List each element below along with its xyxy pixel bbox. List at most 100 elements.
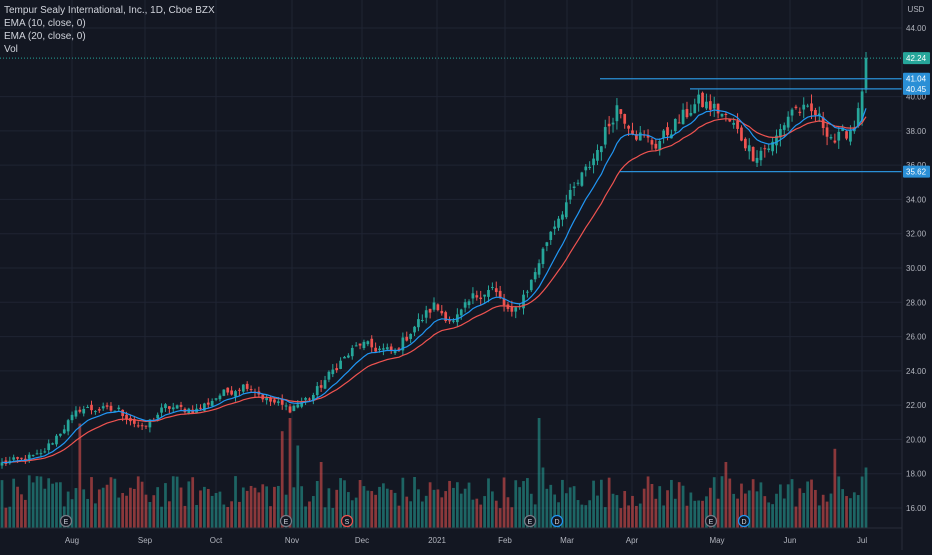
event-marker-e[interactable]: E xyxy=(279,514,293,528)
candle-body xyxy=(94,411,97,413)
candle-body xyxy=(631,130,634,135)
ema20-indicator-label[interactable]: EMA (20, close, 0) xyxy=(4,31,86,42)
volume-bar xyxy=(218,491,222,528)
candle-body xyxy=(319,385,323,388)
candle-body xyxy=(759,150,763,161)
volume-bar xyxy=(806,481,809,528)
volume-bar xyxy=(658,486,662,528)
ema10-indicator-label[interactable]: EMA (10, close, 0) xyxy=(4,18,86,29)
event-marker-e[interactable]: E xyxy=(704,514,718,528)
volume-bar xyxy=(502,477,506,528)
candle-body xyxy=(537,263,541,275)
event-marker-e[interactable]: E xyxy=(523,514,537,528)
candle-body xyxy=(276,401,280,403)
volume-bar xyxy=(167,501,171,528)
ema20-line xyxy=(1,116,867,464)
volume-bar xyxy=(693,500,697,528)
candle-body xyxy=(86,407,89,409)
symbol-title[interactable]: Tempur Sealy International, Inc., 1D, Cb… xyxy=(4,5,215,16)
volume-bar xyxy=(39,476,43,528)
volume-bar xyxy=(129,487,132,528)
candle-body xyxy=(121,409,125,417)
candle-body xyxy=(156,414,160,419)
candle-body xyxy=(308,398,311,400)
volume-bar xyxy=(864,467,868,528)
volume-bar xyxy=(417,489,420,528)
volume-bar xyxy=(105,484,109,528)
price-tick-label: 44.00 xyxy=(906,24,927,33)
volume-bar xyxy=(494,500,498,528)
volume-bar xyxy=(510,507,514,528)
price-tick-label: 32.00 xyxy=(906,230,927,239)
candle-body xyxy=(393,350,397,354)
volume-bar xyxy=(284,494,288,528)
candle-body xyxy=(97,409,101,411)
candle-body xyxy=(59,433,62,436)
event-marker-s[interactable]: S xyxy=(340,514,354,528)
candle-body xyxy=(125,414,128,420)
volume-bar xyxy=(171,476,175,528)
time-tick-label: Jun xyxy=(784,536,797,545)
candle-body xyxy=(109,405,113,411)
volume-bar xyxy=(436,489,440,528)
volume-bar xyxy=(164,483,167,528)
candle-body xyxy=(798,111,802,114)
candle-body xyxy=(802,104,806,110)
volume-bar xyxy=(825,501,829,528)
volume-bar xyxy=(572,486,576,528)
volume-bar xyxy=(140,481,144,528)
candle-body xyxy=(561,214,564,220)
volume-bar xyxy=(397,505,401,528)
volume-bar xyxy=(195,504,198,528)
volume-indicator-label[interactable]: Vol xyxy=(4,44,18,55)
volume-bar xyxy=(580,504,584,528)
candle-body xyxy=(366,341,370,345)
volume-bar xyxy=(650,484,654,528)
time-axis[interactable]: Aug Sep Oct Nov Dec 2021 Feb Mar Apr May Jun Jul xyxy=(0,527,902,545)
volume-bar xyxy=(685,505,689,528)
price-tick-label: 30.00 xyxy=(906,264,927,273)
volume-bar xyxy=(358,480,362,528)
price-tick-label: 24.00 xyxy=(906,367,927,376)
candle-body xyxy=(782,125,786,130)
volume-bar xyxy=(459,493,463,528)
event-marker-d[interactable]: D xyxy=(550,514,564,528)
candle-body xyxy=(39,453,43,455)
candle-body xyxy=(203,403,206,411)
volume-bar xyxy=(514,480,518,528)
candle-body xyxy=(210,400,214,406)
volume-bar xyxy=(771,504,774,528)
volume-bar xyxy=(529,493,533,528)
candle-body xyxy=(841,128,845,131)
candle-body xyxy=(440,310,444,314)
volume-bar xyxy=(526,478,529,528)
volume-bar xyxy=(642,488,646,528)
time-tick-label: Dec xyxy=(355,536,369,545)
candle-body xyxy=(510,306,514,312)
volume-bar xyxy=(55,482,58,528)
candle-body xyxy=(697,94,701,104)
horizontal-levels xyxy=(0,57,902,173)
candle-body xyxy=(596,150,599,161)
candle-body xyxy=(673,118,677,132)
candle-body xyxy=(623,114,627,124)
volume-bar xyxy=(27,475,31,528)
svg-text:S: S xyxy=(345,519,350,526)
event-marker-d[interactable]: D xyxy=(737,514,751,528)
event-marker-e[interactable]: E xyxy=(59,514,73,528)
volume-bar xyxy=(148,501,152,528)
volume-bar xyxy=(743,493,747,528)
candle-body xyxy=(140,425,144,427)
volume-bar xyxy=(603,507,607,528)
volume-bar xyxy=(615,495,619,528)
price-axis[interactable]: USD 16.00 18.00 20.00 22.00 24.00 26.00 28.00 30… xyxy=(901,0,932,550)
candle-body xyxy=(856,108,860,127)
volume-bar xyxy=(288,418,292,528)
time-tick-label: Oct xyxy=(210,536,223,545)
volume-bar xyxy=(385,488,389,528)
volume-bar xyxy=(677,482,681,528)
time-tick-label: Feb xyxy=(498,536,512,545)
